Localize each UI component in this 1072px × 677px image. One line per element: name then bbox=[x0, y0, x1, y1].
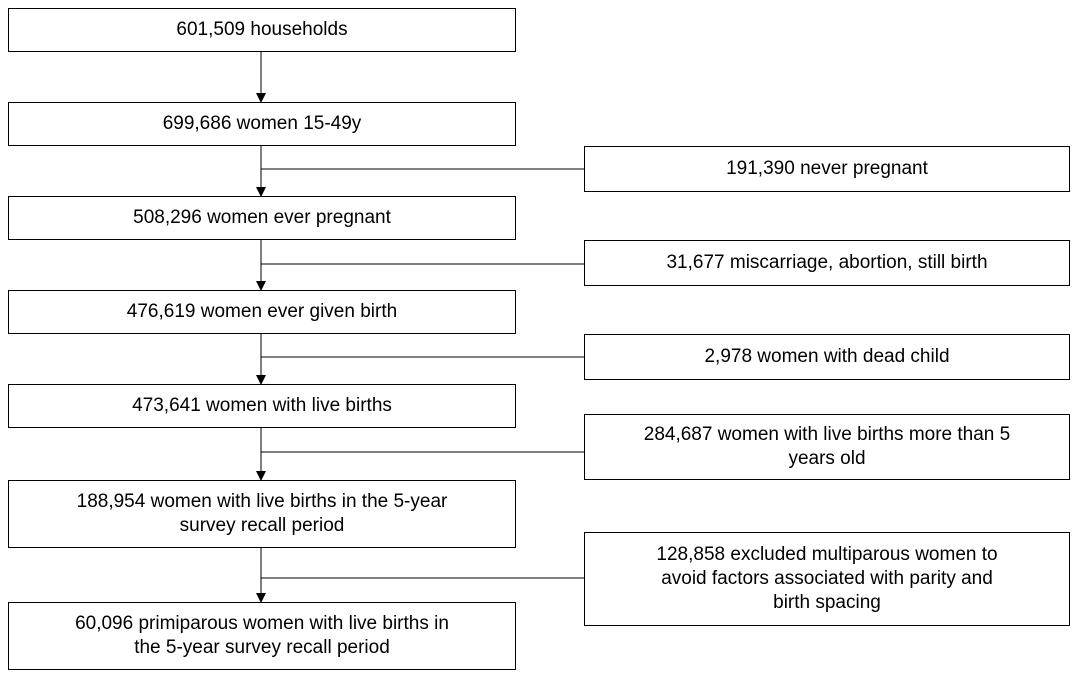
flow-box: 508,296 women ever pregnant bbox=[8, 196, 516, 240]
box-text: 601,509 households bbox=[176, 19, 348, 40]
box-text: 476,619 women ever given birth bbox=[126, 301, 398, 322]
box-text: 508,296 women ever pregnant bbox=[133, 207, 391, 228]
box-text: 2,978 women with dead child bbox=[704, 346, 950, 367]
exclusion-box: 128,858 excluded multiparous women to avo… bbox=[584, 532, 1070, 626]
box-text: survey recall period bbox=[179, 515, 345, 536]
flow-box: 476,619 women ever given birth bbox=[8, 290, 516, 334]
box-text: years old bbox=[788, 448, 866, 469]
exclusion-box: 284,687 women with live births more than… bbox=[584, 414, 1070, 480]
exclusion-box: 2,978 women with dead child bbox=[584, 334, 1070, 380]
box-text: the 5-year survey recall period bbox=[134, 637, 390, 658]
box-text: 60,096 primiparous women with live birth… bbox=[75, 613, 449, 634]
flow-box: 60,096 primiparous women with live birth… bbox=[8, 602, 516, 670]
exclusion-box: 191,390 never pregnant bbox=[584, 146, 1070, 192]
flow-box: 188,954 women with live births in the 5-… bbox=[8, 480, 516, 548]
box-text: 191,390 never pregnant bbox=[726, 158, 928, 179]
box-text: birth spacing bbox=[773, 592, 881, 613]
box-text: 31,677 miscarriage, abortion, still birt… bbox=[666, 252, 988, 273]
flow-box: 699,686 women 15-49y bbox=[8, 102, 516, 146]
exclusion-box: 31,677 miscarriage, abortion, still birt… bbox=[584, 240, 1070, 286]
box-text: 473,641 women with live births bbox=[132, 395, 392, 416]
box-text: 284,687 women with live births more than… bbox=[643, 424, 1011, 445]
box-text: 699,686 women 15-49y bbox=[162, 113, 362, 134]
box-text: 128,858 excluded multiparous women to bbox=[656, 544, 998, 565]
box-text: avoid factors associated with parity and bbox=[661, 568, 993, 589]
flow-box: 601,509 households bbox=[8, 8, 516, 52]
flow-box: 473,641 women with live births bbox=[8, 384, 516, 428]
box-text: 188,954 women with live births in the 5-… bbox=[76, 491, 448, 512]
